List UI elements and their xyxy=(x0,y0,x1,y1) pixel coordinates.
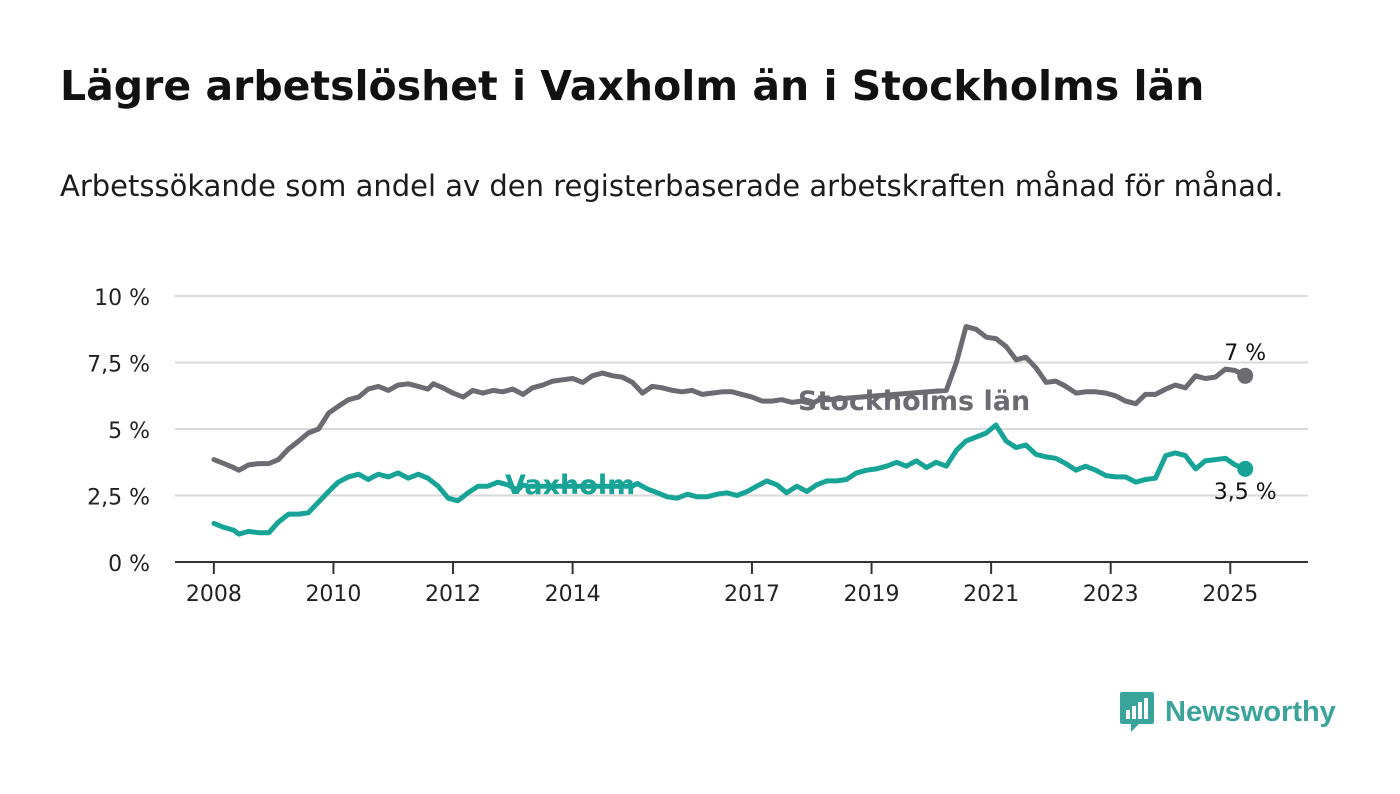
y-tick-label: 10 % xyxy=(94,286,150,311)
x-tick-label: 2025 xyxy=(1202,582,1258,607)
endpoint-stockholm xyxy=(1237,367,1254,384)
x-tick-label: 2010 xyxy=(305,582,361,607)
newsworthy-logo: Newsworthy xyxy=(1119,690,1336,734)
series-line-vaxholm xyxy=(211,422,1248,537)
axes: 0 % 2,5 % 5 % 7,5 % 10 % 2008 2010 2012 2014 2017… xyxy=(87,286,1308,607)
x-tick-label: 2014 xyxy=(545,582,601,607)
x-tick-label: 2023 xyxy=(1083,582,1139,607)
x-tick-label: 2012 xyxy=(425,582,481,607)
chart-subtitle: Arbetssökande som andel av den registerb… xyxy=(60,169,1284,203)
newsworthy-chart-bubble-icon xyxy=(1120,692,1154,732)
x-tick-label: 2021 xyxy=(963,582,1019,607)
y-tick-label: 0 % xyxy=(108,552,150,577)
series-line-stockholm xyxy=(211,324,1248,473)
series-labels: Stockholms län Vaxholm 7 % 3,5 % xyxy=(505,341,1277,505)
y-tick-label: 7,5 % xyxy=(87,353,150,378)
y-tick-label: 5 % xyxy=(108,419,150,444)
endpoint-vaxholm xyxy=(1237,460,1254,477)
end-label-stockholm: 7 % xyxy=(1224,341,1266,366)
logo-text: Newsworthy xyxy=(1165,695,1336,728)
x-tick-label: 2017 xyxy=(724,582,780,607)
chart-title: Lägre arbetslöshet i Vaxholm än i Stockh… xyxy=(60,62,1205,110)
x-tick-label: 2019 xyxy=(844,582,900,607)
series-lines xyxy=(211,324,1254,537)
x-tick-label: 2008 xyxy=(186,582,242,607)
y-tick-label: 2,5 % xyxy=(87,486,150,511)
series-label-stockholm: Stockholms län xyxy=(798,386,1030,417)
end-label-vaxholm: 3,5 % xyxy=(1214,480,1277,505)
series-label-vaxholm: Vaxholm xyxy=(505,470,635,501)
